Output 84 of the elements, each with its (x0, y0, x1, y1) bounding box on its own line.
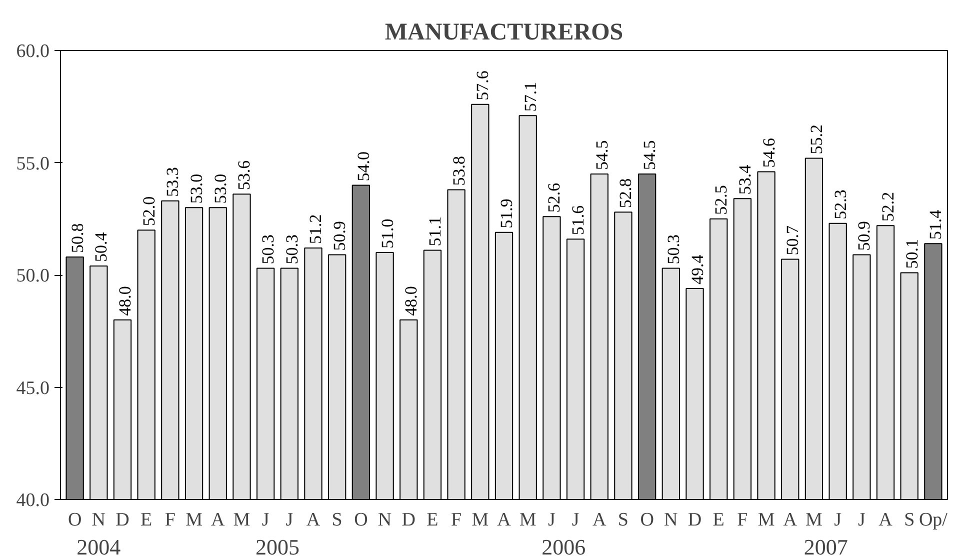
x-tick-label: J (286, 510, 294, 530)
text: 2006 (542, 534, 586, 557)
y-tick-label: 55.0 (16, 153, 50, 174)
data-label: 52.8 (616, 178, 636, 208)
x-tick-label: A (306, 510, 320, 530)
x-tick-label: A (878, 510, 893, 530)
x-tick-label: J (548, 510, 556, 530)
x-tick-label: M (472, 510, 489, 530)
x-tick-label: F (164, 510, 176, 530)
x-tick-label: M (758, 510, 775, 530)
x-tick-label: O (640, 510, 654, 530)
data-label: 50.9 (330, 221, 350, 251)
data-label: 50.4 (92, 232, 111, 262)
y-tick-label: 40.0 (16, 490, 50, 511)
x-tick-label: A (783, 510, 798, 530)
x-tick-label: E (140, 510, 152, 530)
x-tick-label: M (519, 510, 536, 530)
data-label: 51.2 (306, 214, 326, 244)
data-label: 51.6 (568, 205, 588, 236)
x-tick-label: J (262, 510, 270, 530)
data-label: 52.3 (830, 190, 850, 220)
data-label: 53.0 (187, 174, 206, 204)
x-tick-label: D (116, 510, 130, 530)
data-label: 51.4 (926, 209, 946, 240)
data-label: 54.6 (759, 138, 778, 168)
data-label: 50.7 (783, 225, 802, 256)
x-tick-label: S (904, 510, 915, 530)
x-tick-label: O (68, 510, 82, 530)
data-label: 53.8 (449, 156, 468, 186)
x-tick-label: O (354, 510, 368, 530)
data-label: 50.9 (854, 221, 874, 251)
data-label: 51.0 (378, 218, 397, 249)
data-label: 53.0 (210, 174, 230, 204)
data-label: 51.9 (497, 198, 516, 228)
data-label: 53.6 (234, 160, 254, 190)
data-label: 50.3 (664, 234, 683, 264)
x-tick-label: Op/ (918, 510, 948, 530)
x-tick-label: A (592, 510, 607, 530)
x-tick-label: F (737, 510, 748, 530)
x-tick-label: J (572, 510, 580, 530)
x-tick-label: A (211, 510, 226, 530)
x-tick-label: J (858, 510, 866, 530)
data-label: 54.5 (592, 140, 612, 170)
data-label: 48.0 (115, 286, 134, 316)
text: 2004 (76, 534, 121, 557)
x-tick-label: D (402, 510, 416, 530)
text: 2005 (255, 534, 300, 557)
x-tick-label: M (233, 510, 250, 530)
x-tick-label: M (186, 510, 203, 530)
x-tick-label: N (92, 510, 106, 530)
data-label: 54.0 (354, 151, 373, 182)
data-label: 57.6 (473, 70, 492, 100)
data-label: 50.3 (258, 234, 278, 264)
data-label: 50.8 (68, 223, 87, 254)
chart-title: MANUFACTUREROS (384, 20, 624, 46)
x-tick-label: F (451, 510, 462, 530)
data-label: 54.5 (640, 140, 660, 170)
text: 2007 (804, 534, 848, 557)
x-tick-label: A (497, 510, 512, 530)
data-label: 52.6 (544, 182, 564, 213)
data-label: 53.3 (163, 167, 182, 197)
x-tick-label: S (332, 510, 342, 530)
data-label: 55.2 (806, 124, 826, 154)
x-tick-label: J (834, 510, 842, 530)
data-label: 50.3 (282, 234, 302, 264)
data-label: 50.1 (902, 239, 922, 269)
x-tick-label: N (664, 510, 678, 530)
x-tick-label: E (426, 510, 438, 530)
data-label: 51.1 (425, 216, 444, 246)
data-label: 53.4 (735, 164, 754, 195)
data-label: 52.0 (139, 196, 158, 226)
data-label: 49.4 (688, 254, 707, 284)
data-label: 48.0 (402, 286, 421, 316)
x-tick-label: M (806, 510, 823, 530)
x-tick-label: S (618, 510, 629, 530)
data-label: 52.2 (878, 192, 898, 222)
x-tick-label: D (688, 510, 702, 530)
y-tick-label: 60.0 (16, 41, 50, 62)
y-tick-label: 45.0 (16, 378, 50, 399)
x-tick-label: N (378, 510, 392, 530)
data-label: 52.5 (712, 185, 731, 215)
data-label: 57.1 (520, 82, 540, 112)
x-tick-label: E (712, 510, 724, 530)
y-tick-label: 50.0 (16, 266, 50, 286)
